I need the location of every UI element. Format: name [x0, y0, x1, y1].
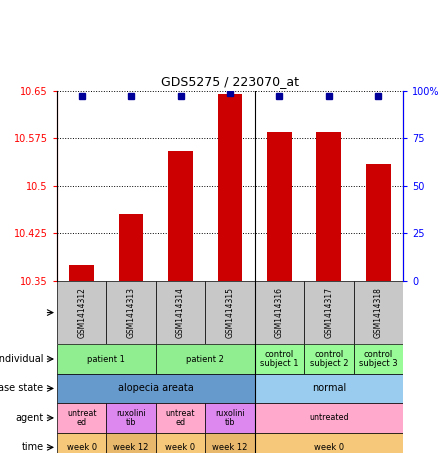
Text: GSM1414316: GSM1414316	[275, 287, 284, 338]
Bar	[316, 132, 341, 281]
Text: untreat
ed: untreat ed	[166, 409, 195, 427]
Text: GSM1414313: GSM1414313	[127, 287, 136, 338]
Bar	[106, 433, 156, 453]
Bar	[156, 281, 205, 344]
Text: alopecia areata: alopecia areata	[118, 383, 194, 394]
Text: GSM1414315: GSM1414315	[226, 287, 234, 338]
Text: week 12: week 12	[113, 443, 149, 452]
Text: week 12: week 12	[212, 443, 247, 452]
Bar	[156, 403, 205, 433]
Bar	[57, 374, 254, 403]
Bar	[254, 374, 403, 403]
Bar	[57, 281, 106, 344]
Text: GSM1414312: GSM1414312	[77, 287, 86, 338]
Text: untreated: untreated	[309, 414, 349, 422]
Text: week 0: week 0	[314, 443, 344, 452]
Text: control
subject 2: control subject 2	[310, 350, 348, 368]
Text: disease state: disease state	[0, 383, 44, 394]
Text: normal: normal	[312, 383, 346, 394]
Bar	[168, 151, 193, 281]
Bar	[57, 344, 156, 374]
Text: ruxolini
tib: ruxolini tib	[215, 409, 245, 427]
Text: ruxolini
tib: ruxolini tib	[116, 409, 146, 427]
Bar	[156, 344, 254, 374]
Bar	[205, 403, 254, 433]
Text: week 0: week 0	[166, 443, 196, 452]
Text: control
subject 3: control subject 3	[359, 350, 398, 368]
Bar	[156, 433, 205, 453]
Bar	[254, 403, 403, 433]
Bar	[254, 433, 403, 453]
Bar	[106, 281, 156, 344]
Bar	[353, 281, 403, 344]
Title: GDS5275 / 223070_at: GDS5275 / 223070_at	[161, 75, 299, 88]
Bar	[205, 433, 254, 453]
Text: patient 1: patient 1	[88, 355, 125, 363]
Bar	[57, 433, 106, 453]
Bar	[304, 281, 353, 344]
Bar	[205, 281, 254, 344]
Bar	[119, 214, 144, 281]
Bar	[267, 132, 292, 281]
Bar	[69, 265, 94, 281]
Text: time: time	[21, 442, 44, 453]
Bar	[218, 94, 242, 281]
Text: control
subject 1: control subject 1	[260, 350, 299, 368]
Bar	[254, 281, 304, 344]
Text: individual: individual	[0, 354, 44, 364]
Bar	[304, 344, 353, 374]
Text: GSM1414317: GSM1414317	[324, 287, 333, 338]
Text: agent: agent	[15, 413, 44, 423]
Bar	[57, 403, 106, 433]
Text: GSM1414314: GSM1414314	[176, 287, 185, 338]
Bar	[366, 164, 391, 281]
Bar	[254, 344, 304, 374]
Text: patient 2: patient 2	[186, 355, 224, 363]
Text: GSM1414318: GSM1414318	[374, 287, 383, 338]
Bar	[353, 344, 403, 374]
Bar	[106, 403, 156, 433]
Text: week 0: week 0	[67, 443, 97, 452]
Text: untreat
ed: untreat ed	[67, 409, 96, 427]
